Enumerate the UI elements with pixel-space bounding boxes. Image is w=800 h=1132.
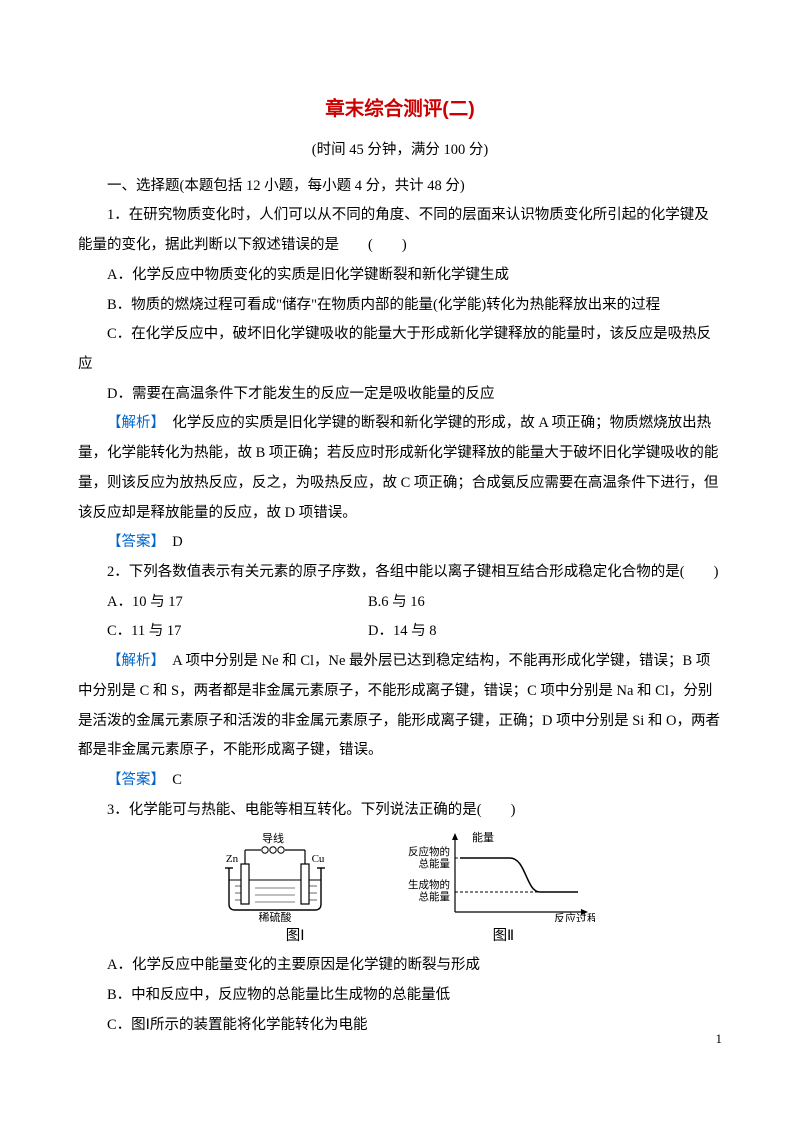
q3-option-c: C．图Ⅰ所示的装置能将化学能转化为电能 <box>78 1011 722 1041</box>
fig1-acid-label: 稀硫酸 <box>259 910 292 922</box>
q2-answer: 【答案】 C <box>78 766 722 796</box>
answer-label: 【答案】 <box>107 772 158 788</box>
q2-option-c: C．11 与 17 <box>78 617 368 647</box>
q2-option-a: A．10 与 17 <box>78 588 368 618</box>
page-title: 章末综合测评(二) <box>78 90 722 130</box>
q1-option-c: C．在化学反应中，破坏旧化学键吸收的能量大于形成新化学键释放的能量时，该反应是吸… <box>78 320 722 379</box>
fig2-x-label: 反应过程 <box>554 911 595 922</box>
figure-row: 导线 Zn Cu 稀硫酸 <box>78 830 722 922</box>
fig1-zn-label: Zn <box>226 853 239 865</box>
page-subtitle: (时间 45 分钟，满分 100 分) <box>78 136 722 166</box>
q1-option-b: B．物质的燃烧过程可看成"储存"在物质内部的能量(化学能)转化为热能释放出来的过… <box>78 291 722 321</box>
answer-label: 【答案】 <box>107 534 158 550</box>
document-page: 章末综合测评(二) (时间 45 分钟，满分 100 分) 一、选择题(本题包括… <box>0 0 800 1070</box>
q2-option-b: B.6 与 16 <box>368 588 722 618</box>
fig1-caption: 图Ⅰ <box>286 922 305 952</box>
section-1-intro: 一、选择题(本题包括 12 小题，每小题 4 分，共计 48 分) <box>78 172 722 202</box>
q3-option-a: A．化学反应中能量变化的主要原因是化学键的断裂与形成 <box>78 951 722 981</box>
q2-answer-text: C <box>158 772 182 788</box>
q2-option-d: D．14 与 8 <box>368 617 722 647</box>
fig2-product-label-l1: 生成物的 <box>408 878 450 891</box>
figure-labels: 图Ⅰ 图Ⅱ <box>78 922 722 952</box>
analysis-label: 【解析】 <box>107 653 158 669</box>
q3-option-b: B．中和反应中，反应物的总能量比生成物的总能量低 <box>78 981 722 1011</box>
q2-options-row2: C．11 与 17 D．14 与 8 <box>78 617 722 647</box>
figure-2-energy-diagram-icon: 能量 反应过程 反应物的 总能量 生成物的 总能量 <box>400 830 595 922</box>
fig1-cu-label: Cu <box>312 853 325 865</box>
q1-stem: 1．在研究物质变化时，人们可以从不同的角度、不同的层面来认识物质变化所引起的化学… <box>78 201 722 260</box>
figure-1-galvanic-cell-icon: 导线 Zn Cu 稀硫酸 <box>205 830 350 922</box>
q2-stem: 2．下列各数值表示有关元素的原子序数，各组中能以离子键相互结合形成稳定化合物的是… <box>78 558 722 588</box>
fig2-y-label: 能量 <box>472 830 494 844</box>
q1-analysis-text: 化学反应的实质是旧化学键的断裂和新化学键的形成，故 A 项正确；物质燃烧放出热量… <box>78 415 718 520</box>
q2-options-row1: A．10 与 17 B.6 与 16 <box>78 588 722 618</box>
fig1-wire-label: 导线 <box>262 831 284 845</box>
analysis-label: 【解析】 <box>107 415 158 431</box>
fig2-caption: 图Ⅱ <box>493 922 515 952</box>
q1-analysis: 【解析】 化学反应的实质是旧化学键的断裂和新化学键的形成，故 A 项正确；物质燃… <box>78 409 722 528</box>
fig2-reactant-label-l1: 反应物的 <box>408 845 450 858</box>
fig2-reactant-label-l2: 总能量 <box>419 857 451 870</box>
q3-stem: 3．化学能可与热能、电能等相互转化。下列说法正确的是( ) <box>78 796 722 826</box>
q1-option-a: A．化学反应中物质变化的实质是旧化学键断裂和新化学键生成 <box>78 261 722 291</box>
q2-analysis-text: A 项中分别是 Ne 和 Cl，Ne 最外层已达到稳定结构，不能再形成化学键，错… <box>78 653 720 758</box>
q2-analysis: 【解析】 A 项中分别是 Ne 和 Cl，Ne 最外层已达到稳定结构，不能再形成… <box>78 647 722 766</box>
page-number: 1 <box>716 1026 723 1053</box>
q1-answer: 【答案】 D <box>78 528 722 558</box>
q1-option-d: D．需要在高温条件下才能发生的反应一定是吸收能量的反应 <box>78 380 722 410</box>
q1-answer-text: D <box>158 534 183 550</box>
fig2-product-label-l2: 总能量 <box>419 890 451 903</box>
